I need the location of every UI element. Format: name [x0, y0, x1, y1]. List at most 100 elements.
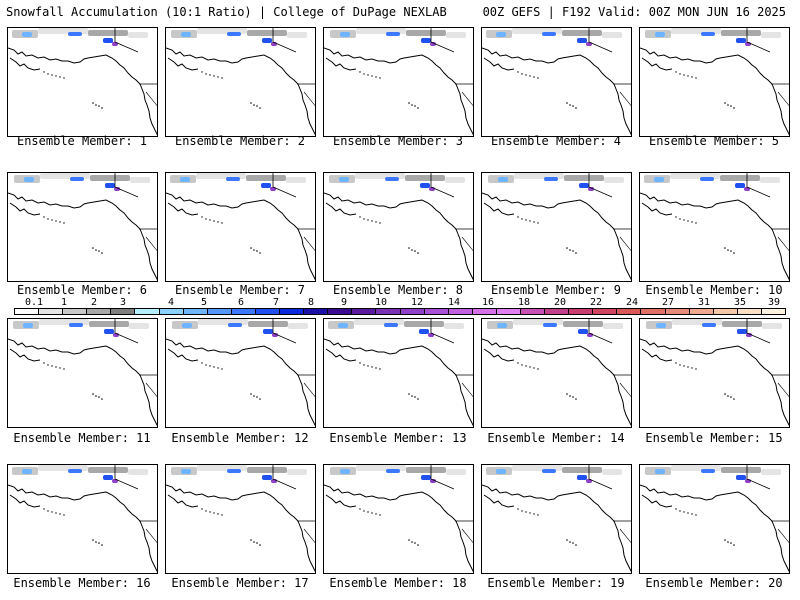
ensemble-map-panel — [323, 464, 474, 574]
map-basemap — [324, 319, 473, 427]
color-scale-tick-label: 1 — [60, 297, 68, 308]
ensemble-member-label: Ensemble Member: 6 — [16, 283, 148, 297]
ensemble-map-panel — [481, 318, 632, 428]
color-scale-tick-label: 5 — [200, 297, 208, 308]
color-scale-swatch — [448, 309, 473, 314]
coastline — [482, 192, 631, 281]
coastline — [482, 47, 631, 136]
map-basemap — [166, 465, 315, 573]
color-scale-tick-label: 20 — [553, 297, 567, 308]
ensemble-member-label: Ensemble Member: 10 — [645, 283, 783, 297]
snowfall-shading — [171, 28, 307, 46]
snowfall-shading — [646, 319, 782, 337]
coastline — [324, 484, 473, 573]
snowfall-shading — [644, 173, 780, 191]
map-basemap — [324, 173, 473, 281]
color-scale-swatch — [135, 309, 160, 314]
color-scale-tick-label: 10 — [374, 297, 388, 308]
coastline — [8, 192, 157, 281]
ensemble-member-label: Ensemble Member: 4 — [490, 134, 622, 148]
color-scale-swatch — [593, 309, 618, 314]
coastline — [640, 192, 789, 281]
snowfall-shading — [330, 28, 466, 46]
map-basemap — [640, 28, 789, 136]
color-scale-swatch — [665, 309, 690, 314]
ensemble-map-panel — [7, 27, 158, 137]
snowfall-shading — [330, 465, 466, 483]
ensemble-map-panel — [165, 464, 316, 574]
coastline — [324, 47, 473, 136]
ensemble-member-label: Ensemble Member: 3 — [332, 134, 464, 148]
ensemble-map-panel — [639, 318, 790, 428]
color-scale-tick-label: 24 — [625, 297, 639, 308]
map-basemap — [8, 28, 157, 136]
color-scale-swatch — [761, 309, 785, 314]
map-basemap — [166, 173, 315, 281]
color-scale-tick-label: 16 — [481, 297, 495, 308]
ensemble-map-panel — [323, 172, 474, 282]
ensemble-map-panel — [639, 27, 790, 137]
map-basemap — [640, 465, 789, 573]
color-scale-tick-label: 7 — [272, 297, 280, 308]
color-scale-swatch — [231, 309, 256, 314]
color-scale-tick-label: 18 — [517, 297, 531, 308]
snowfall-shading — [645, 465, 781, 483]
color-scale-tick-label: 31 — [697, 297, 711, 308]
map-basemap — [166, 28, 315, 136]
color-scale-swatch — [63, 309, 88, 314]
color-scale-swatch — [569, 309, 594, 314]
coastline — [8, 47, 157, 136]
ensemble-member-label: Ensemble Member: 13 — [329, 431, 467, 445]
snowfall-shading — [12, 28, 148, 46]
ensemble-map-panel — [165, 172, 316, 282]
snowfall-shading — [486, 28, 622, 46]
color-scale-tick-label: 27 — [661, 297, 675, 308]
ensemble-member-label: Ensemble Member: 12 — [171, 431, 309, 445]
snowfall-shading — [645, 28, 781, 46]
ensemble-map-panel — [481, 27, 632, 137]
ensemble-map-panel — [323, 27, 474, 137]
ensemble-map-panel — [7, 172, 158, 282]
color-scale-swatch — [304, 309, 329, 314]
ensemble-member-label: Ensemble Member: 8 — [332, 283, 464, 297]
color-scale-swatch — [472, 309, 497, 314]
color-scale-tick-label: 22 — [589, 297, 603, 308]
color-scale-swatch — [87, 309, 112, 314]
snowfall-shading — [487, 319, 623, 337]
ensemble-map-panel — [323, 318, 474, 428]
ensemble-map-panel — [7, 318, 158, 428]
ensemble-map-panel — [165, 27, 316, 137]
snowfall-shading — [328, 319, 464, 337]
ensemble-member-label: Ensemble Member: 19 — [487, 576, 625, 590]
ensemble-member-label: Ensemble Member: 11 — [13, 431, 151, 445]
map-basemap — [8, 465, 157, 573]
color-scale-swatch — [617, 309, 642, 314]
snowfall-shading — [329, 173, 465, 191]
ensemble-member-label: Ensemble Member: 14 — [487, 431, 625, 445]
color-scale-swatch — [183, 309, 208, 314]
ensemble-member-label: Ensemble Member: 1 — [16, 134, 148, 148]
color-scale-tick-label: 9 — [340, 297, 348, 308]
map-basemap — [482, 319, 631, 427]
snowfall-shading — [170, 173, 306, 191]
color-scale-tick-label: 14 — [447, 297, 461, 308]
map-basemap — [166, 319, 315, 427]
ensemble-map-panel — [639, 172, 790, 282]
color-scale-swatch — [207, 309, 232, 314]
ensemble-member-label: Ensemble Member: 9 — [490, 283, 622, 297]
snowfall-shading — [12, 465, 148, 483]
color-scale-swatch — [641, 309, 666, 314]
color-scale-swatch — [255, 309, 281, 314]
color-scale-tick-label: 12 — [410, 297, 424, 308]
map-basemap — [324, 28, 473, 136]
map-basemap — [8, 173, 157, 281]
color-scale-tick-label: 6 — [237, 297, 245, 308]
coastline — [166, 484, 315, 573]
color-scale-swatch — [689, 309, 714, 314]
color-scale-swatch — [713, 309, 738, 314]
color-scale-tick-label: 4 — [167, 297, 175, 308]
ensemble-map-panel — [639, 464, 790, 574]
ensemble-member-label: Ensemble Member: 20 — [645, 576, 783, 590]
color-scale-swatch — [520, 309, 546, 314]
coastline — [324, 338, 473, 427]
